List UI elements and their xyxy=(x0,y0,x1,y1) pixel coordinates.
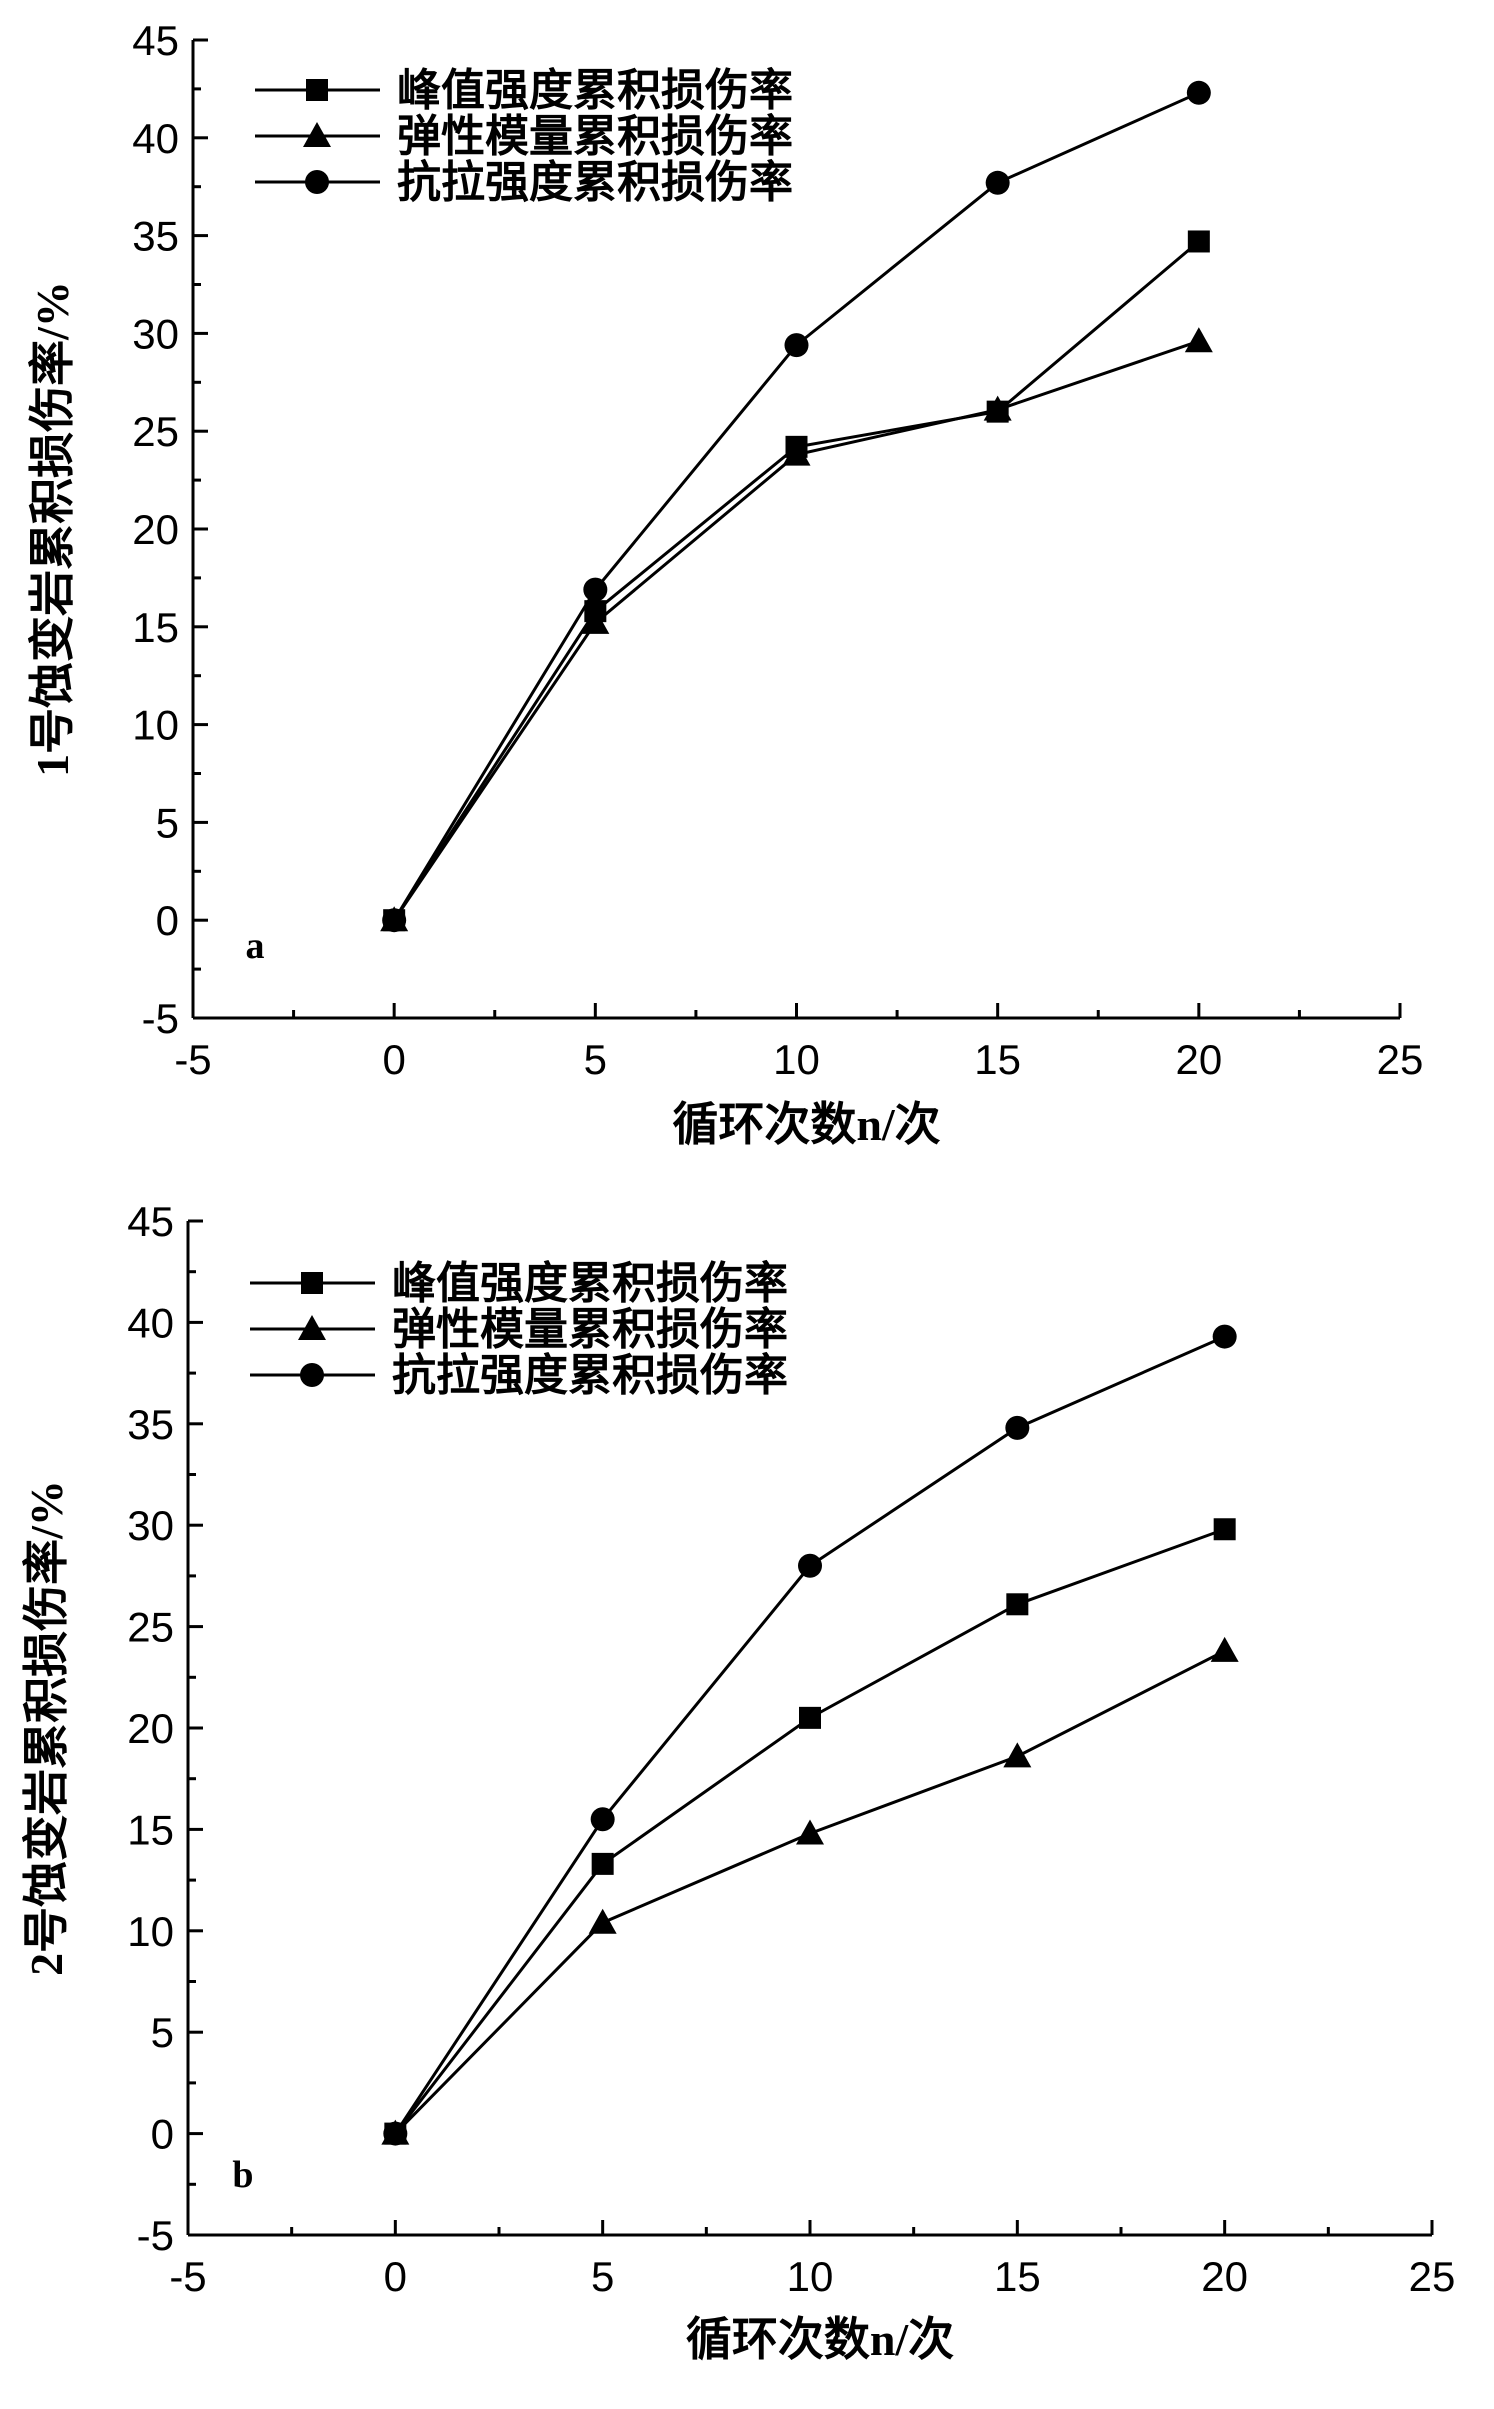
legend-entry: 抗拉强度累积损伤率 xyxy=(255,158,793,207)
y-tick-label: 20 xyxy=(132,506,179,553)
legend-entry: 峰值强度累积损伤率 xyxy=(255,66,793,115)
chart-panel-b: -5 0 5 10 15 20 25 30 35 40 45 -5 0 5 10 15 20 25 循环次数n/次 2… xyxy=(21,1198,1455,2365)
data-point xyxy=(1212,1324,1237,1349)
data-point xyxy=(1210,1636,1239,1662)
data-point xyxy=(1187,230,1210,253)
series-circle xyxy=(383,1324,1237,2146)
legend-entry: 弹性模量累积损伤率 xyxy=(255,112,793,161)
panel-label: a xyxy=(246,925,265,967)
data-point xyxy=(784,333,809,358)
data-point xyxy=(1213,1518,1236,1541)
y-tick-label: 5 xyxy=(151,2009,174,2056)
legend-entry: 弹性模量累积损伤率 xyxy=(250,1305,788,1354)
data-point xyxy=(1186,80,1211,105)
data-point xyxy=(782,440,811,466)
legend-marker xyxy=(300,1363,324,1387)
y-tick-label: 15 xyxy=(127,1806,174,1853)
x-tick-label: 15 xyxy=(994,2253,1041,2300)
legend-marker xyxy=(303,122,331,147)
y-tick-label: 45 xyxy=(132,17,179,64)
y-axis-title: 2号蚀变岩累积损伤率/% xyxy=(21,1480,72,1976)
legend-marker xyxy=(298,1315,326,1340)
x-tick-label: 5 xyxy=(591,2253,614,2300)
x-tick-label: 5 xyxy=(584,1036,607,1083)
data-point xyxy=(382,908,407,933)
y-tick-label: 0 xyxy=(156,897,179,944)
legend-marker xyxy=(301,1272,323,1294)
series-triangle xyxy=(380,327,1213,932)
y-tick-label: 40 xyxy=(127,1299,174,1346)
legend-label: 抗拉强度累积损伤率 xyxy=(397,158,793,207)
x-axis-title: 循环次数n/次 xyxy=(686,2314,954,2365)
legend-label: 峰值强度累积损伤率 xyxy=(397,66,793,115)
data-point xyxy=(1005,1415,1030,1440)
legend-label: 弹性模量累积损伤率 xyxy=(392,1305,788,1354)
data-point xyxy=(1003,1742,1032,1768)
chart-panel-a: -5 0 5 10 15 20 25 30 35 40 45 -5 0 5 10 15 20 25 循环次数n/次 1… xyxy=(27,17,1423,1150)
y-tick-label: 20 xyxy=(127,1705,174,1752)
legend-label: 峰值强度累积损伤率 xyxy=(392,1259,788,1308)
data-point xyxy=(799,1706,821,1729)
x-tick-label: 25 xyxy=(1409,2253,1456,2300)
x-tick-label: 25 xyxy=(1377,1036,1424,1083)
x-tick-label: -5 xyxy=(169,2253,206,2300)
legend-label: 弹性模量累积损伤率 xyxy=(397,112,793,161)
series-line xyxy=(392,339,1200,922)
x-tick-label: 15 xyxy=(974,1036,1021,1083)
data-point xyxy=(983,395,1012,421)
y-axis-title: 1号蚀变岩累积损伤率/% xyxy=(27,281,78,777)
x-tick-label: 10 xyxy=(787,2253,834,2300)
x-tick-label: 20 xyxy=(1175,1036,1222,1083)
legend-entry: 抗拉强度累积损伤率 xyxy=(250,1351,788,1400)
y-tick-label: 35 xyxy=(127,1401,174,1448)
data-point xyxy=(1184,327,1213,353)
series-line xyxy=(394,1335,1226,2135)
data-point xyxy=(1006,1593,1029,1616)
y-tick-label: -5 xyxy=(142,995,179,1042)
x-tick-label: 0 xyxy=(382,1036,405,1083)
data-point xyxy=(798,1553,822,1578)
x-axis-title: 循环次数n/次 xyxy=(672,1099,940,1150)
series-circle xyxy=(382,80,1211,933)
y-tick-label: 10 xyxy=(127,1908,174,1955)
legend-marker xyxy=(305,170,329,194)
y-tick-label: 25 xyxy=(132,408,179,455)
panel-label: b xyxy=(232,2154,253,2196)
x-tick-label: -5 xyxy=(174,1036,211,1083)
y-tick-label: 0 xyxy=(151,2111,174,2158)
data-point xyxy=(591,1852,614,1875)
data-point xyxy=(588,1908,617,1934)
y-tick-label: 45 xyxy=(127,1198,174,1245)
y-tick-label: 35 xyxy=(132,213,179,260)
y-tick-label: 30 xyxy=(132,310,179,357)
x-tick-label: 0 xyxy=(384,2253,407,2300)
y-tick-label: 10 xyxy=(132,702,179,749)
data-point xyxy=(985,170,1010,195)
y-tick-label: 25 xyxy=(127,1604,174,1651)
x-tick-label: 20 xyxy=(1201,2253,1248,2300)
y-tick-label: 5 xyxy=(156,799,179,846)
legend-marker xyxy=(306,79,328,101)
data-point xyxy=(590,1807,615,1832)
data-point xyxy=(796,1819,824,1845)
series-line xyxy=(392,91,1200,921)
y-tick-label: 15 xyxy=(132,604,179,651)
data-point xyxy=(383,2121,408,2146)
y-tick-label: -5 xyxy=(137,2212,174,2259)
legend-entry: 峰值强度累积损伤率 xyxy=(250,1259,788,1308)
legend-label: 抗拉强度累积损伤率 xyxy=(392,1351,788,1400)
data-point xyxy=(583,577,608,602)
data-point xyxy=(581,608,610,634)
y-tick-label: 40 xyxy=(132,115,179,162)
y-tick-label: 30 xyxy=(127,1502,174,1549)
x-tick-label: 10 xyxy=(773,1036,820,1083)
